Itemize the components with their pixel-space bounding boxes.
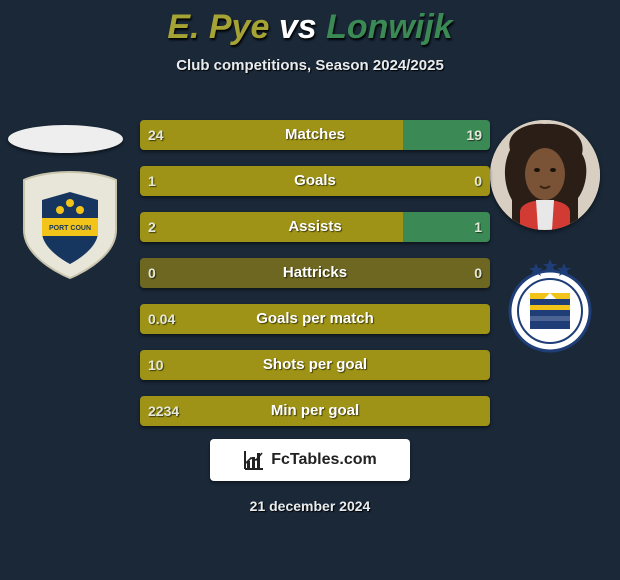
club-right-crest bbox=[500, 255, 600, 355]
player-right-avatar bbox=[490, 120, 600, 230]
stat-label: Assists bbox=[140, 212, 490, 242]
club-left-crest: PORT COUN bbox=[20, 170, 120, 280]
stat-label: Hattricks bbox=[140, 258, 490, 288]
stat-label: Shots per goal bbox=[140, 350, 490, 380]
comparison-card: E. Pye vs Lonwijk Club competitions, Sea… bbox=[0, 0, 620, 580]
stat-row: 10Goals bbox=[140, 166, 490, 196]
date-text: 21 december 2024 bbox=[0, 498, 620, 514]
branding-text: FcTables.com bbox=[271, 451, 377, 469]
stat-label: Goals bbox=[140, 166, 490, 196]
title-player2: Lonwijk bbox=[326, 8, 453, 46]
stat-label: Matches bbox=[140, 120, 490, 150]
stat-row: 0.04Goals per match bbox=[140, 304, 490, 334]
branding-badge[interactable]: FcTables.com bbox=[210, 439, 410, 481]
page-title: E. Pye vs Lonwijk bbox=[0, 0, 620, 47]
title-player1: E. Pye bbox=[167, 8, 269, 46]
chart-icon bbox=[243, 449, 265, 471]
stat-row: 00Hattricks bbox=[140, 258, 490, 288]
stat-row: 21Assists bbox=[140, 212, 490, 242]
stat-row: 2234Min per goal bbox=[140, 396, 490, 426]
svg-text:PORT COUN: PORT COUN bbox=[49, 225, 91, 232]
stat-row: 2419Matches bbox=[140, 120, 490, 150]
player-left-avatar bbox=[8, 125, 123, 153]
stat-bars: 2419Matches 10Goals 21Assists 00Hattricks 0.… bbox=[140, 120, 490, 442]
stat-label: Min per goal bbox=[140, 396, 490, 426]
subtitle: Club competitions, Season 2024/2025 bbox=[0, 57, 620, 74]
stat-label: Goals per match bbox=[140, 304, 490, 334]
stat-row: 10Shots per goal bbox=[140, 350, 490, 380]
title-vs: vs bbox=[279, 8, 317, 46]
